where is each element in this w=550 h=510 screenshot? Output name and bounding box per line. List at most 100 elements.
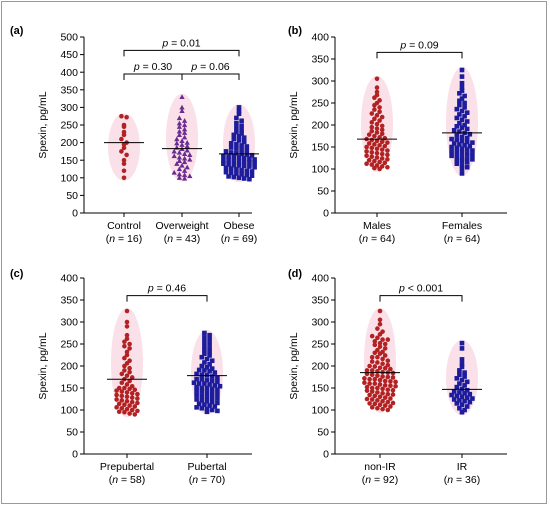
data-point (372, 376, 378, 382)
data-point (202, 339, 207, 345)
data-point (239, 123, 244, 129)
data-point (171, 169, 177, 175)
data-point (122, 368, 127, 373)
data-point (204, 356, 210, 362)
data-point (234, 171, 239, 176)
data-point (464, 110, 470, 115)
data-point (382, 160, 388, 166)
category-label: Males (363, 220, 391, 232)
y-tick-label: 400 (311, 273, 329, 285)
data-point (124, 332, 130, 338)
y-tick-label: 100 (60, 405, 78, 417)
data-point (377, 377, 383, 383)
data-point (375, 405, 380, 411)
data-point (202, 347, 207, 353)
data-point (467, 391, 473, 397)
data-point (385, 391, 391, 397)
p-italic: p (399, 39, 406, 51)
data-point (244, 168, 250, 174)
data-point (114, 405, 119, 410)
data-point (209, 407, 215, 413)
data-point (221, 161, 226, 167)
data-point (385, 358, 391, 364)
data-point (124, 394, 130, 400)
data-point (234, 142, 239, 147)
data-point (454, 145, 460, 151)
data-point (454, 393, 460, 399)
data-point (176, 120, 183, 126)
data-point (176, 175, 183, 180)
data-point (124, 308, 130, 314)
data-point (459, 134, 465, 140)
data-point (127, 365, 132, 371)
data-point (239, 167, 244, 173)
n-italic: n (365, 474, 371, 486)
data-point (462, 370, 467, 375)
n-italic: n (447, 474, 453, 486)
data-point (364, 396, 370, 402)
data-point (226, 174, 231, 179)
data-point (382, 378, 388, 384)
data-point (231, 158, 237, 164)
data-point (207, 403, 212, 408)
p-value-label: p = 0.30 (133, 61, 172, 73)
data-point (247, 164, 252, 169)
data-point (234, 115, 239, 121)
data-point (244, 148, 250, 153)
data-point (470, 152, 475, 158)
data-point (209, 399, 215, 405)
data-point (202, 368, 207, 373)
data-point (121, 175, 127, 181)
category-label: Pubertal (187, 461, 226, 473)
data-point (124, 406, 130, 412)
data-point (369, 124, 375, 130)
data-point (364, 161, 369, 167)
panel-label: (d) (288, 268, 302, 280)
data-point (459, 158, 465, 164)
y-axis-label: Spexin, pg/mL (37, 91, 49, 158)
data-point (199, 354, 205, 360)
data-point (181, 168, 188, 173)
data-point (181, 126, 188, 132)
data-point (385, 152, 390, 158)
data-point (380, 356, 385, 362)
data-point (382, 346, 388, 351)
data-point (462, 383, 467, 388)
n-italic: n (447, 233, 453, 245)
data-point (181, 175, 188, 181)
chart-panel-b: (b) Spexin, pg/mL 0 50 100 150 200 250 300 350 400… (288, 25, 507, 245)
data-point (204, 406, 210, 412)
data-point (239, 131, 244, 136)
data-point (470, 140, 475, 145)
data-point (369, 359, 375, 364)
data-point (252, 164, 257, 170)
data-point (459, 125, 465, 130)
data-point (122, 402, 127, 408)
data-point (181, 159, 188, 165)
data-point (196, 381, 202, 386)
data-point (132, 412, 138, 417)
panel-label: (b) (288, 25, 302, 37)
data-point (181, 134, 188, 140)
data-point (372, 339, 378, 344)
data-point (202, 335, 207, 340)
n-rest: = 64) (368, 233, 395, 245)
data-point (369, 162, 375, 167)
data-point (457, 98, 462, 104)
data-point (119, 393, 125, 399)
data-point (231, 136, 237, 142)
category-label: Overweight (155, 220, 208, 232)
data-point (459, 155, 465, 160)
data-point (196, 401, 202, 407)
data-point (247, 160, 252, 165)
data-point (369, 372, 375, 378)
p-rest: = 0.30 (140, 61, 173, 73)
y-tick-label: 50 (317, 427, 329, 439)
category-n-label: (n = 70) (189, 474, 226, 486)
data-point (223, 149, 229, 154)
data-point (187, 156, 193, 162)
data-point (209, 395, 215, 400)
data-point (454, 149, 460, 155)
n-rest: = 58) (118, 474, 145, 486)
data-point (362, 376, 367, 381)
